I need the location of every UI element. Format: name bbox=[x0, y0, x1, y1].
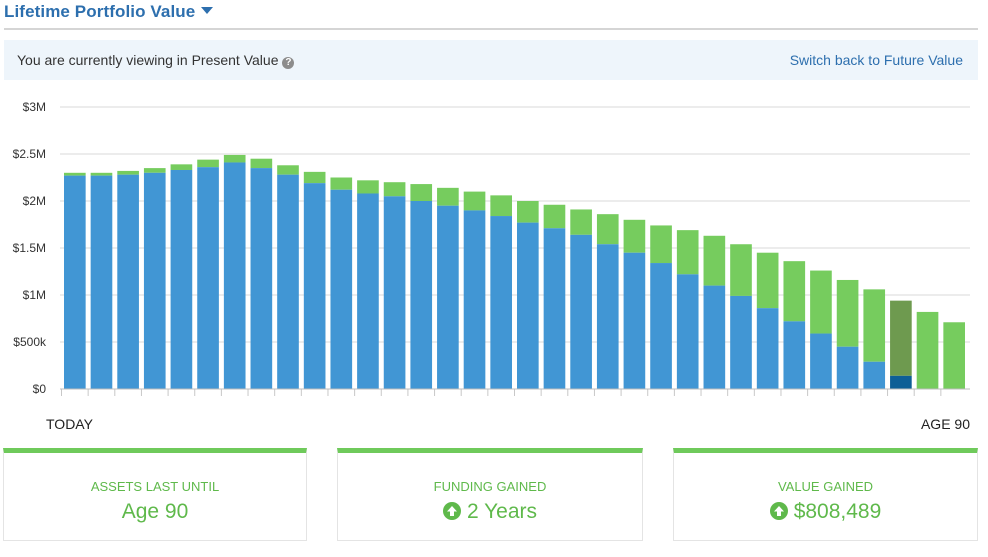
y-tick-label: $3M bbox=[23, 100, 46, 114]
bar-segment-base bbox=[437, 205, 459, 389]
bar-segment-base bbox=[250, 168, 273, 389]
bar-segment-base bbox=[197, 167, 219, 389]
arrow-up-circle-icon bbox=[769, 502, 788, 520]
bar-segment-base bbox=[863, 361, 886, 389]
present-value-banner: You are currently viewing in Present Val… bbox=[4, 40, 978, 80]
y-tick-label: $2.5M bbox=[13, 147, 46, 161]
portfolio-title[interactable]: Lifetime Portfolio Value bbox=[4, 2, 214, 22]
funding-gained-card: FUNDING GAINED 2 Years bbox=[337, 448, 643, 541]
bar-segment-gained bbox=[676, 230, 699, 275]
bar-segment-base bbox=[117, 174, 139, 389]
bar-segment-base bbox=[330, 189, 353, 389]
bar-segment-base bbox=[810, 333, 832, 389]
bar-segment-gained bbox=[437, 187, 459, 206]
bar-segment-gained bbox=[197, 159, 219, 168]
bar-segment-gained bbox=[863, 289, 886, 362]
banner-text: You are currently viewing in Present Val… bbox=[17, 52, 279, 68]
y-tick-label: $1.5M bbox=[13, 241, 46, 255]
portfolio-title-text[interactable]: Lifetime Portfolio Value bbox=[4, 2, 196, 21]
question-circle-icon[interactable]: ? bbox=[282, 57, 295, 69]
assets-last-card: ASSETS LAST UNTIL Age 90 bbox=[3, 448, 307, 541]
bar-segment-base bbox=[543, 228, 566, 389]
bar-segment-gained bbox=[517, 201, 539, 223]
bar-segment-base bbox=[383, 196, 406, 389]
bar-segment-gained bbox=[64, 172, 86, 176]
bar-segment-base bbox=[596, 244, 619, 389]
value-gained-value-wrap: $808,489 bbox=[674, 500, 977, 524]
x-end-label: AGE 90 bbox=[920, 416, 970, 432]
bar-segment-gained bbox=[410, 184, 433, 201]
bar-segment-base bbox=[277, 174, 299, 389]
banner-text-wrap: You are currently viewing in Present Val… bbox=[17, 52, 295, 69]
bar-segment-gained bbox=[810, 270, 832, 334]
bar-segment-base bbox=[836, 346, 859, 389]
bar-segment-gained bbox=[570, 209, 592, 235]
bar-segment-gained bbox=[250, 158, 273, 169]
bar-segment-base bbox=[357, 193, 379, 389]
bar-segment-base bbox=[676, 274, 699, 389]
bar-segment-base bbox=[650, 263, 672, 389]
bar-segment-base bbox=[223, 162, 246, 389]
bar-segment-gained bbox=[783, 261, 806, 322]
bar-segment-gained bbox=[756, 252, 779, 309]
bar-segment-base bbox=[730, 295, 752, 389]
value-gained-value: $808,489 bbox=[793, 500, 882, 523]
bar-segment-gained bbox=[277, 165, 299, 175]
y-tick-label: $500k bbox=[13, 335, 47, 349]
funding-gained-label: FUNDING GAINED bbox=[433, 479, 547, 494]
bar-segment-gained bbox=[143, 168, 166, 173]
value-gained-label: VALUE GAINED bbox=[777, 479, 874, 494]
portfolio-chart: $0 $500k $1M $1.5M $2M $2.5M $3M bbox=[13, 100, 970, 396]
assets-last-label: ASSETS LAST UNTIL bbox=[90, 479, 220, 494]
switch-future-value-link[interactable]: Switch back to Future Value bbox=[789, 52, 963, 68]
bar-segment-base bbox=[890, 375, 912, 389]
arrow-up-circle-icon bbox=[442, 502, 461, 520]
bar-segment-gained bbox=[650, 225, 672, 264]
bar-segment-base bbox=[64, 175, 86, 389]
bar-segment-base bbox=[570, 234, 592, 389]
bar-segment-gained bbox=[916, 311, 939, 389]
bar-segment-base bbox=[463, 210, 486, 389]
bar-segment-gained bbox=[303, 171, 326, 184]
bar-segment-gained bbox=[357, 180, 379, 194]
bar-segment-base bbox=[756, 308, 779, 389]
bar-segment-gained bbox=[490, 195, 512, 217]
bar-segment-gained bbox=[543, 204, 566, 229]
assets-last-value: Age 90 bbox=[121, 500, 189, 523]
bar-segment-base bbox=[517, 222, 539, 389]
bar-segment-base bbox=[410, 201, 433, 389]
section-header: Lifetime Portfolio Value bbox=[4, 0, 978, 30]
bar-segment-gained bbox=[730, 244, 752, 296]
bar-segment-base bbox=[490, 216, 512, 389]
bar-segment-gained bbox=[943, 322, 965, 389]
y-tick-label: $2M bbox=[23, 194, 46, 208]
x-start-label: TODAY bbox=[46, 416, 93, 432]
bar-segment-gained bbox=[330, 177, 353, 190]
funding-gained-value: 2 Years bbox=[466, 500, 538, 523]
funding-gained-value-wrap: 2 Years bbox=[338, 500, 642, 524]
y-tick-label: $1M bbox=[23, 288, 46, 302]
bar-segment-gained bbox=[170, 164, 193, 170]
bar-segment-gained bbox=[890, 300, 912, 376]
bar-segment-base bbox=[143, 172, 166, 389]
bar-segment-base bbox=[170, 169, 193, 389]
bar-segment-base bbox=[303, 183, 326, 389]
bar-segment-base bbox=[623, 252, 646, 389]
bar-segment-gained bbox=[223, 154, 246, 163]
bar-segment-base bbox=[783, 321, 806, 389]
bar-segment-gained bbox=[463, 191, 486, 211]
y-tick-label: $0 bbox=[33, 382, 47, 396]
bar-segment-gained bbox=[117, 170, 139, 175]
bar-segment-gained bbox=[703, 235, 726, 286]
bar-segment-base bbox=[703, 285, 726, 389]
bar-segment-gained bbox=[383, 182, 406, 197]
value-gained-card: VALUE GAINED $808,489 bbox=[673, 448, 978, 541]
bar-segment-gained bbox=[623, 219, 646, 253]
caret-down-icon[interactable] bbox=[201, 7, 214, 14]
bar-segment-gained bbox=[596, 214, 619, 245]
bar-segment-gained bbox=[836, 279, 859, 347]
bar-segment-gained bbox=[90, 172, 113, 176]
bar-segment-base bbox=[90, 175, 113, 389]
